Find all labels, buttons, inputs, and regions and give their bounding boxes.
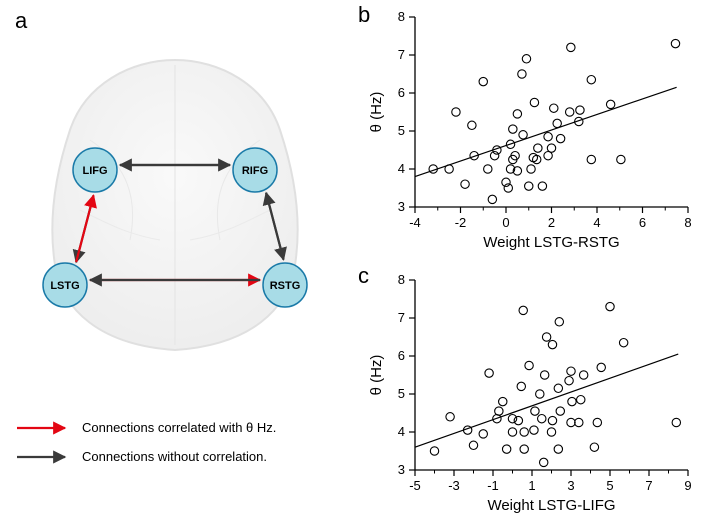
svg-text:0: 0 bbox=[502, 215, 509, 230]
svg-text:4: 4 bbox=[398, 161, 405, 176]
svg-text:-3: -3 bbox=[448, 478, 460, 493]
figure-container: a bbox=[0, 0, 708, 525]
svg-text:9: 9 bbox=[684, 478, 691, 493]
svg-text:-4: -4 bbox=[409, 215, 421, 230]
svg-text:RIFG: RIFG bbox=[242, 165, 268, 177]
svg-text:4: 4 bbox=[398, 424, 405, 439]
svg-text:3: 3 bbox=[398, 199, 405, 214]
svg-text:θ (Hz): θ (Hz) bbox=[368, 92, 385, 133]
svg-text:LSTG: LSTG bbox=[50, 280, 79, 292]
svg-text:6: 6 bbox=[398, 348, 405, 363]
svg-text:7: 7 bbox=[398, 47, 405, 62]
legend-row-red: Connections correlated with θ Hz. bbox=[15, 420, 276, 435]
panel-b: -4 -2 0 2 4 6 8 3 4 5 6 7 8 Weight LSTG-RSTG θ (Hz) bbox=[365, 5, 700, 255]
svg-text:-1: -1 bbox=[487, 478, 499, 493]
legend: Connections correlated with θ Hz. Connec… bbox=[15, 420, 276, 478]
svg-text:5: 5 bbox=[606, 478, 613, 493]
arrow-red-icon bbox=[15, 421, 70, 435]
svg-text:θ (Hz): θ (Hz) bbox=[368, 355, 385, 396]
svg-text:8: 8 bbox=[684, 215, 691, 230]
svg-text:8: 8 bbox=[398, 272, 405, 287]
legend-row-black: Connections without correlation. bbox=[15, 449, 276, 464]
svg-text:RSTG: RSTG bbox=[270, 280, 301, 292]
svg-text:2: 2 bbox=[548, 215, 555, 230]
svg-text:Weight LSTG-RSTG: Weight LSTG-RSTG bbox=[483, 234, 619, 251]
brain-network-svg: LIFG RIFG LSTG RSTG bbox=[10, 40, 340, 360]
scatter-c-svg: -5 -3 -1 1 3 5 7 9 3 4 5 6 7 8 Weight LSTG-LIFG θ (Hz) bbox=[365, 268, 700, 518]
svg-text:-2: -2 bbox=[455, 215, 467, 230]
svg-text:LIFG: LIFG bbox=[82, 165, 107, 177]
svg-text:-5: -5 bbox=[409, 478, 421, 493]
svg-text:6: 6 bbox=[398, 85, 405, 100]
svg-text:7: 7 bbox=[398, 310, 405, 325]
svg-text:1: 1 bbox=[528, 478, 535, 493]
panel-a: LIFG RIFG LSTG RSTG Connections correlated … bbox=[10, 10, 340, 515]
svg-text:5: 5 bbox=[398, 123, 405, 138]
svg-text:3: 3 bbox=[567, 478, 574, 493]
svg-text:6: 6 bbox=[639, 215, 646, 230]
svg-text:8: 8 bbox=[398, 9, 405, 24]
svg-text:7: 7 bbox=[645, 478, 652, 493]
panel-c: -5 -3 -1 1 3 5 7 9 3 4 5 6 7 8 Weight LSTG-LIFG θ (Hz) bbox=[365, 268, 700, 518]
brain-outline bbox=[52, 60, 297, 350]
svg-text:4: 4 bbox=[593, 215, 600, 230]
legend-red-label: Connections correlated with θ Hz. bbox=[82, 420, 276, 435]
legend-black-label: Connections without correlation. bbox=[82, 449, 267, 464]
svg-text:Weight LSTG-LIFG: Weight LSTG-LIFG bbox=[487, 497, 615, 514]
svg-text:5: 5 bbox=[398, 386, 405, 401]
arrow-black-icon bbox=[15, 450, 70, 464]
svg-text:3: 3 bbox=[398, 462, 405, 477]
scatter-b-svg: -4 -2 0 2 4 6 8 3 4 5 6 7 8 Weight LSTG-RSTG θ (Hz) bbox=[365, 5, 700, 255]
